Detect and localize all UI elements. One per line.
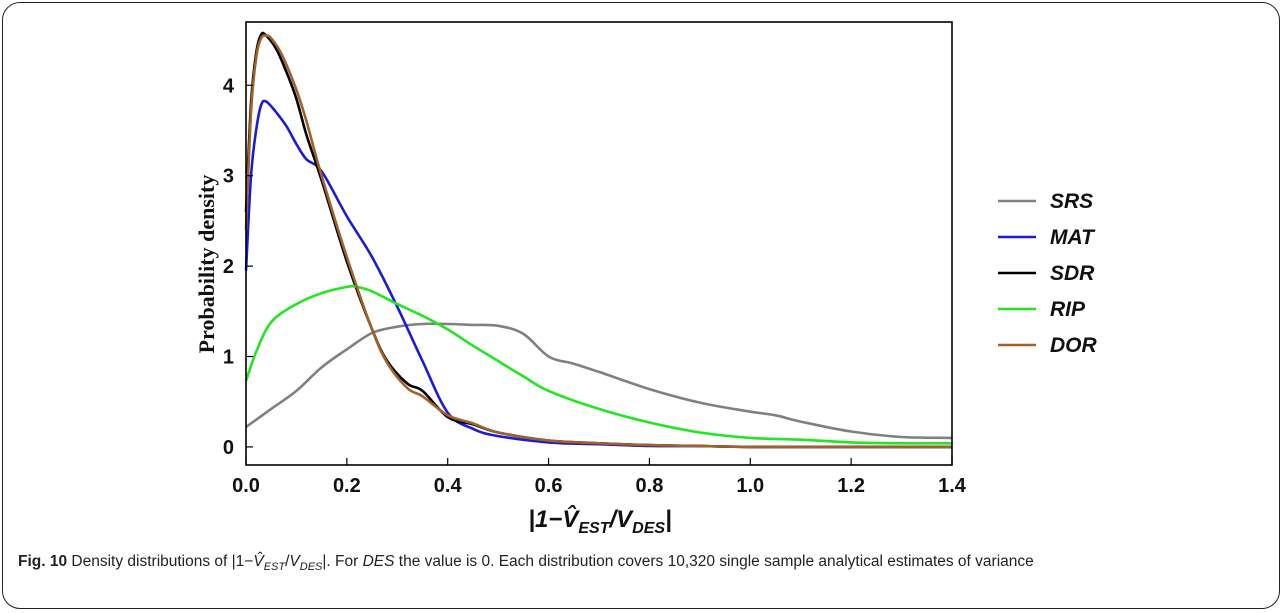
caption-sub-est: EST	[263, 561, 286, 574]
caption-text-before: Density distributions of |1−	[67, 553, 254, 570]
x-tick-label: 0.8	[636, 475, 664, 497]
series-line-rip	[244, 284, 953, 445]
x-axis-label-vhat: V̂	[562, 505, 580, 533]
x-axis-label: |1−V̂EST/VDES|	[528, 505, 672, 537]
series-line-sdr	[244, 31, 952, 449]
series-line-dor	[244, 34, 952, 449]
axis-layer: 0.0 0.2 0.4 0.6 0.8 1.0 1.2 1.4 0 1 2 3 4	[223, 75, 967, 497]
density-chart: 0.0 0.2 0.4 0.6 0.8 1.0 1.2 1.4 0 1 2 3 4 Probabilit…	[194, 21, 1098, 537]
x-tick-label: 0.0	[232, 475, 260, 497]
legend-label-dor: DOR	[1050, 334, 1098, 357]
caption-text-mid: |. For	[322, 553, 363, 570]
x-tick-label: 0.4	[434, 475, 463, 497]
legend-label-sdr: SDR	[1050, 262, 1095, 285]
x-tick-label: 1.0	[736, 475, 764, 497]
legend: SRS MAT SDR RIP DOR	[998, 190, 1098, 357]
y-tick-label: 3	[223, 166, 234, 188]
y-tick-label: 1	[223, 347, 234, 369]
caption-slash: /	[285, 553, 290, 570]
caption-text-after: the value is 0. Each distribution covers…	[394, 553, 1034, 570]
x-axis-label-sub-des: DES	[632, 520, 665, 537]
x-tick-label: 1.4	[938, 475, 967, 497]
caption-v: V	[289, 553, 300, 570]
x-axis-label-prefix: |1−	[528, 506, 562, 533]
series-layer	[244, 31, 953, 449]
y-tick-label: 2	[223, 256, 234, 278]
series-line-srs	[245, 322, 953, 440]
caption-des-word: DES	[362, 553, 395, 570]
x-tick-label: 0.6	[535, 475, 563, 497]
y-axis-label: Probability density	[194, 175, 219, 354]
legend-label-rip: RIP	[1050, 298, 1086, 321]
x-axis-label-slash: /	[608, 506, 618, 533]
y-tick-label: 4	[223, 75, 235, 97]
legend-label-mat: MAT	[1050, 226, 1096, 249]
x-tick-label: 1.2	[837, 475, 865, 497]
x-tick-label: 0.2	[333, 475, 361, 497]
legend-label-srs: SRS	[1050, 190, 1093, 213]
figure-caption: Fig. 10 Density distributions of |1−V̂ES…	[18, 550, 1258, 579]
x-axis-label-v: V	[616, 506, 634, 533]
caption-sub-des: DES	[299, 561, 323, 574]
x-axis-label-sub-est: EST	[578, 520, 610, 537]
y-tick-label: 0	[223, 437, 234, 459]
caption-fig-number: Fig. 10	[18, 553, 68, 570]
caption-vhat: V̂	[253, 553, 264, 570]
x-axis-label-suffix: |	[665, 506, 672, 533]
plot-frame	[245, 21, 953, 466]
